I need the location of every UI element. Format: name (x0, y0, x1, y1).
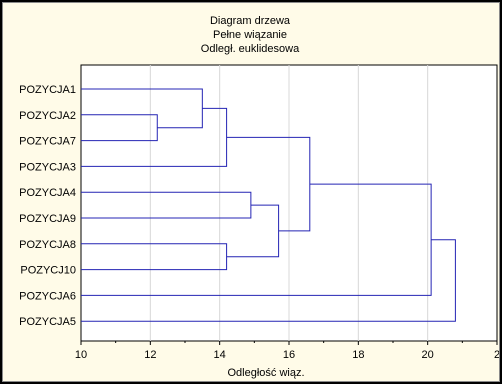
leaf-label: POZYCJA6 (19, 290, 76, 302)
dendrogram-links (81, 88, 456, 322)
dendrogram-link (81, 239, 456, 322)
x-axis: 10 12 14 16 18 20 2 (75, 341, 499, 361)
x-tick-label: 14 (214, 349, 226, 361)
leaf-label: POZYCJ10 (20, 265, 76, 277)
dendrogram-link (81, 183, 432, 296)
title-line: Odległ. euklidesowa (201, 43, 300, 55)
leaf-label: POZYCJA9 (19, 213, 76, 225)
x-tick-label: 20 (422, 349, 434, 361)
leaf-label: POZYCJA3 (19, 161, 76, 173)
leaf-label: POZYCJA5 (19, 316, 76, 328)
x-axis-label: Odległość wiąz. (227, 367, 304, 379)
x-tick-label: 10 (75, 349, 87, 361)
leaf-label: POZYCJA2 (19, 110, 76, 122)
chart-title: Diagram drzewa Pełne wiązanie Odległ. eukl… (201, 15, 300, 55)
leaf-label: POZYCJA1 (19, 84, 76, 96)
leaf-labels: POZYCJA1 POZYCJA2 POZYCJA7 POZYCJA3 POZYCJA4… (19, 84, 76, 328)
leaf-label: POZYCJA8 (19, 239, 76, 251)
leaf-label: POZYCJA7 (19, 136, 76, 148)
x-tick-label: 12 (144, 349, 156, 361)
dendrogram-link (81, 88, 203, 129)
title-line: Diagram drzewa (210, 15, 291, 27)
x-tick-label: 16 (283, 349, 295, 361)
dendrogram-chart: Diagram drzewa Pełne wiązanie Odległ. eukl… (19, 15, 499, 379)
x-tick-label: 18 (352, 349, 364, 361)
leaf-label: POZYCJA4 (19, 187, 76, 199)
title-line: Pełne wiązanie (213, 29, 287, 41)
x-tick-label: 2 (494, 349, 499, 361)
